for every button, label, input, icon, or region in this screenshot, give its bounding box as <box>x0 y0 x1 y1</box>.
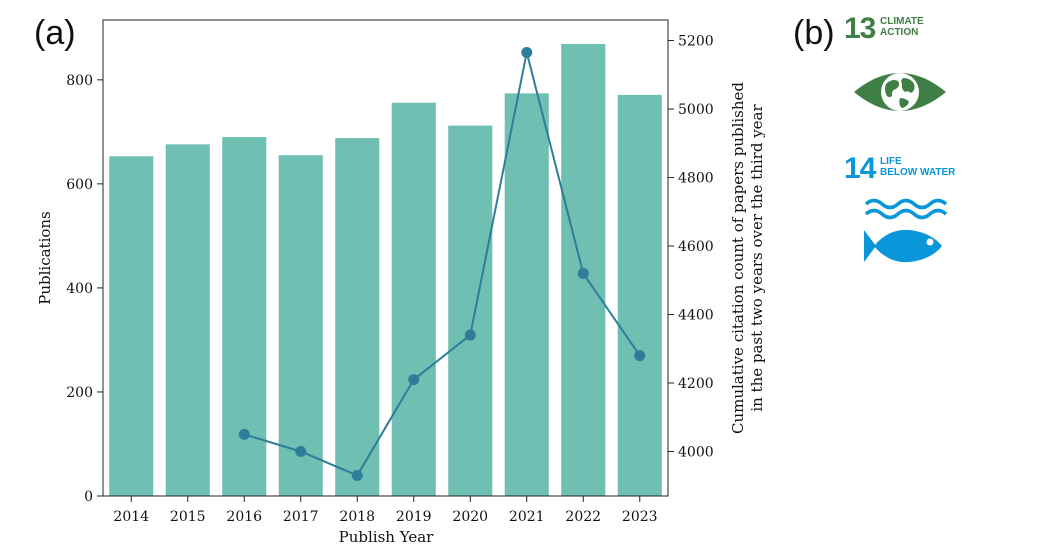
left-tick-label: 200 <box>66 385 93 401</box>
bar-2019 <box>391 102 436 496</box>
y-axis-right-label-line2: in the past two years over the third yea… <box>748 104 766 412</box>
bar-2018 <box>335 138 380 497</box>
x-tick-label-2017: 2017 <box>283 509 319 525</box>
sdg-13-badge: 13 CLIMATE ACTION <box>838 12 948 122</box>
sdg-14-title-line1: LIFE <box>880 156 902 167</box>
right-axis: 4000 4200 4400 4600 4800 5000 5200 <box>668 34 714 460</box>
x-tick-label-2018: 2018 <box>339 509 375 525</box>
x-axis: 2014 2015 2016 2017 2018 2019 2020 2021 2022 2023 <box>113 496 658 525</box>
y-axis-label: Publications <box>36 211 54 305</box>
citation-point-2022 <box>577 267 589 279</box>
citation-point-2018 <box>351 469 363 481</box>
citation-line-layer <box>238 47 646 481</box>
sdg-13-number: 13 <box>844 12 876 45</box>
fish-waves-icon <box>864 198 948 263</box>
sdg-14-title-line2: BELOW WATER <box>880 167 956 178</box>
bar-2023 <box>617 94 662 497</box>
sdg-13-title-line2: ACTION <box>880 27 919 38</box>
main-chart: 0 200 400 600 800 4000 4200 4400 4600 4800 5000 52… <box>36 19 766 546</box>
right-tick-label: 4600 <box>678 239 714 255</box>
sdg-14-number: 14 <box>844 152 876 185</box>
x-tick-label-2023: 2023 <box>622 509 658 525</box>
citation-point-2020 <box>464 329 476 341</box>
x-tick-label-2016: 2016 <box>226 509 262 525</box>
bar-2014 <box>109 156 154 496</box>
x-tick-label-2015: 2015 <box>170 509 206 525</box>
right-tick-label: 4400 <box>678 308 714 324</box>
x-tick-label-2020: 2020 <box>452 509 488 525</box>
bar-2016 <box>222 137 267 496</box>
left-tick-label: 400 <box>66 281 93 297</box>
citation-point-2021 <box>521 47 533 59</box>
bar-2017 <box>278 155 323 496</box>
left-tick-label: 0 <box>84 489 93 505</box>
sdg-13-title-line1: CLIMATE <box>880 16 924 27</box>
panel-label-a: (a) <box>34 14 76 52</box>
bar-2021 <box>504 93 549 496</box>
x-tick-label-2019: 2019 <box>396 509 432 525</box>
left-tick-label: 600 <box>66 177 93 193</box>
x-axis-label: Publish Year <box>339 528 434 546</box>
x-tick-label-2021: 2021 <box>509 509 545 525</box>
citation-point-2019 <box>408 374 420 386</box>
x-tick-label-2022: 2022 <box>565 509 601 525</box>
plot-frame <box>102 19 669 497</box>
bar-2020 <box>448 125 493 496</box>
citation-line <box>243 52 641 477</box>
left-axis: 0 200 400 600 800 <box>66 73 103 505</box>
citation-point-2017 <box>295 445 307 457</box>
citation-point-2016 <box>238 428 250 440</box>
bar-2015 <box>165 144 210 496</box>
right-tick-label: 4200 <box>678 376 714 392</box>
left-tick-label: 800 <box>66 73 93 89</box>
right-tick-label: 5200 <box>678 34 714 50</box>
y-axis-right-label-line1: Cumulative citation count of papers publ… <box>729 82 747 434</box>
right-tick-label: 4800 <box>678 171 714 187</box>
right-tick-label: 4000 <box>678 444 714 460</box>
x-tick-label-2014: 2014 <box>113 509 149 525</box>
bars-layer <box>109 43 662 497</box>
sdg-14-badge: 14 LIFE BELOW WATER <box>838 152 955 272</box>
panel-label-b: (b) <box>793 14 835 52</box>
citation-point-2023 <box>634 350 646 362</box>
right-tick-label: 5000 <box>678 102 714 118</box>
eye-globe-icon <box>854 73 946 111</box>
